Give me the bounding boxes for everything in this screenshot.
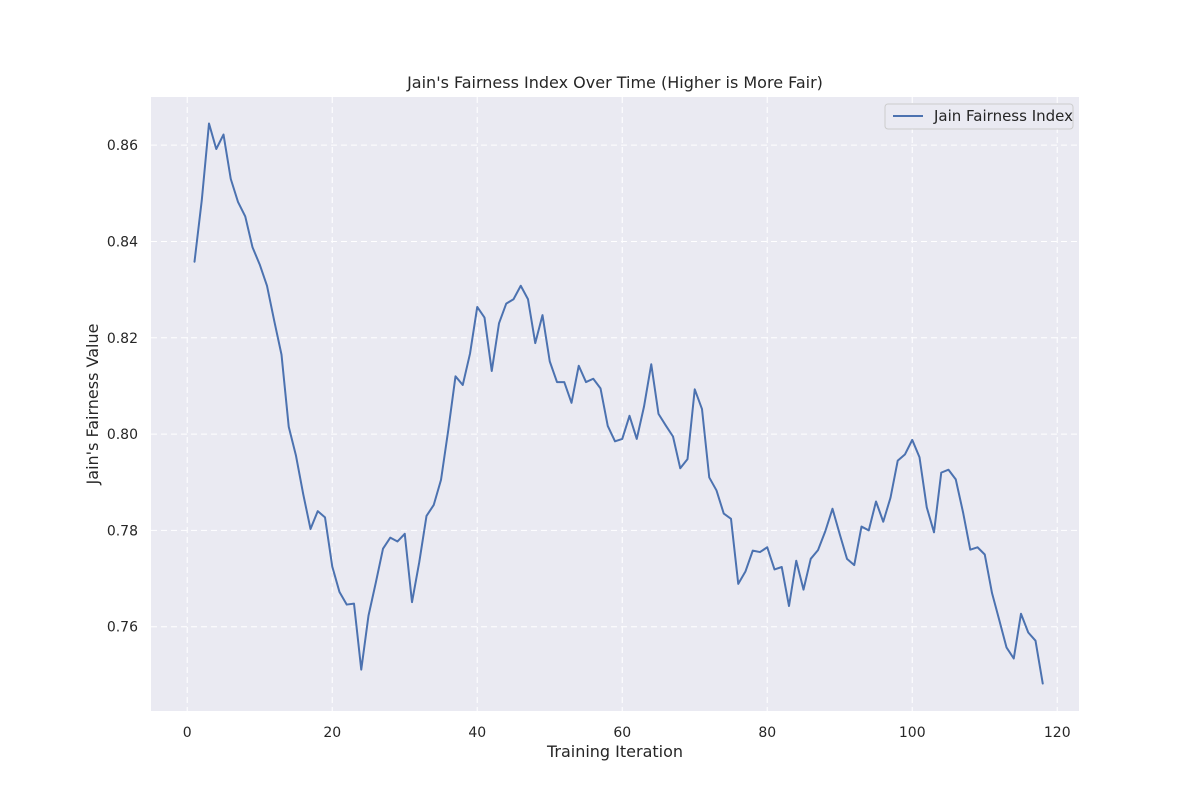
y-tick-label: 0.86 [107, 138, 138, 154]
y-tick-label: 0.80 [107, 427, 138, 443]
x-tick-label: 120 [1044, 725, 1071, 741]
y-tick-label: 0.84 [107, 234, 138, 250]
y-axis-title: Jain's Fairness Value [83, 324, 102, 486]
legend-box [884, 103, 1074, 130]
y-tick-label: 0.78 [107, 523, 138, 539]
x-tick-label: 0 [183, 725, 192, 741]
x-tick-label: 40 [468, 725, 486, 741]
plot-area [151, 97, 1079, 711]
x-tick-label: 60 [613, 725, 631, 741]
x-tick-label: 20 [323, 725, 341, 741]
legend: Jain Fairness Index [884, 103, 1074, 130]
x-tick-label: 100 [899, 725, 926, 741]
series-layer [193, 122, 1044, 685]
chart-title: Jain's Fairness Index Over Time (Higher … [406, 73, 823, 92]
y-tick-label: 0.82 [107, 331, 138, 347]
x-tick-label: 80 [758, 725, 776, 741]
legend-label: Jain Fairness Index [933, 107, 1073, 125]
grid-lines [151, 97, 1079, 711]
tick-labels: 0 20 40 60 80 100 120 0.76 0.78 0.80 0.82 0.84 0.86 [107, 138, 1071, 741]
series-line-0 [193, 122, 1044, 685]
x-axis-title: Training Iteration [546, 742, 683, 761]
y-tick-label: 0.76 [107, 620, 138, 636]
